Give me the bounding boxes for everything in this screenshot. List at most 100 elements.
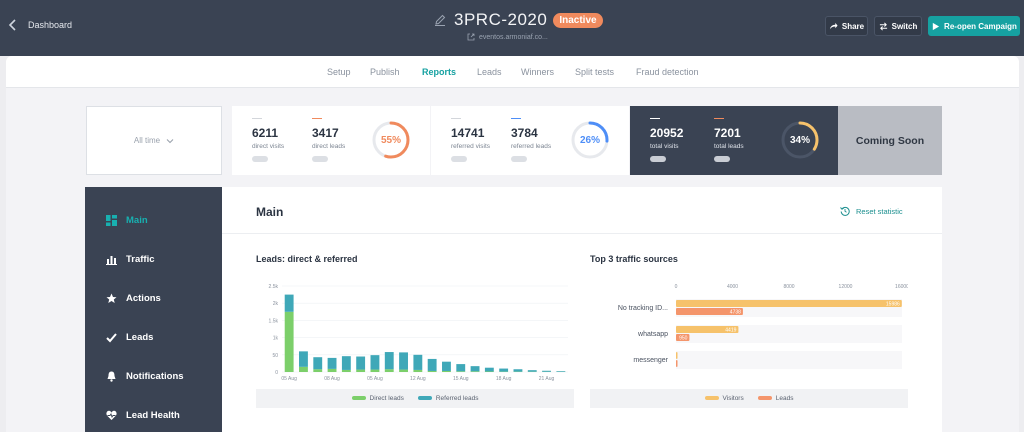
x-tick-label: 8000 (783, 284, 794, 290)
bar-referred-leads (413, 354, 423, 370)
bar-referred-leads (356, 356, 366, 370)
legend-swatch (704, 396, 719, 401)
x-tick-label: 05 Aug (281, 376, 297, 382)
legend-visitors[interactable]: Visitors (704, 395, 744, 402)
tab-reports[interactable]: Reports (422, 67, 457, 77)
content-panel: Setup Publish Reports Leads Winners Spli… (6, 56, 1019, 432)
bar-direct-leads (442, 370, 451, 372)
share-button[interactable]: Share (825, 16, 868, 36)
bar-direct-leads (470, 371, 480, 372)
tab-leads[interactable]: Leads (477, 67, 502, 77)
y-tick-label: 50 (272, 353, 278, 359)
status-badge: Inactive (553, 12, 603, 28)
bar-referred-leads (499, 368, 509, 372)
campaign-header: 3PRC-2020 Inactive (434, 10, 603, 30)
y-tick-label: 1.5k (269, 318, 279, 324)
bar-direct-leads (284, 311, 294, 372)
sidebar-item-lead-health[interactable]: Lead Health (106, 410, 180, 421)
sidebar-item-notifications[interactable]: Notifications (106, 371, 184, 382)
total-percent-ring: 34% (780, 120, 820, 160)
direct-percent-ring: 55% (371, 120, 411, 160)
coming-soon-card: Coming Soon (838, 106, 942, 175)
back-label: Dashboard (28, 20, 73, 30)
divider (222, 233, 942, 234)
pencil-icon[interactable] (434, 14, 446, 26)
share-icon (829, 22, 838, 29)
history-icon (840, 206, 850, 216)
external-link-icon (467, 33, 475, 41)
bar-direct-leads (313, 369, 323, 372)
traffic-sources-chart: 0 4000 8000 12000 16000 No tracking ID... 1598… (590, 282, 908, 392)
bar-direct-leads (356, 369, 366, 372)
bar-direct-leads (384, 369, 394, 372)
data-label: 950 (679, 336, 688, 342)
sidebar-item-label: Traffic (126, 254, 155, 265)
back-to-dashboard[interactable]: Dashboard (6, 18, 72, 32)
bar-referred-leads (542, 370, 551, 372)
bar-referred-leads (313, 357, 323, 370)
direct-visits-label: direct visits (252, 143, 285, 150)
coming-soon-label: Coming Soon (855, 134, 925, 147)
y-tick-label: 2.5k (269, 284, 279, 290)
referred-percent: 26% (579, 134, 600, 146)
sidebar-item-label: Notifications (126, 371, 184, 382)
switch-button[interactable]: Switch (874, 16, 922, 36)
data-label: 15986 (886, 302, 900, 308)
bell-icon (106, 371, 117, 382)
legend-referred-leads[interactable]: Referred leads (417, 395, 478, 402)
bar-leads (676, 334, 690, 341)
direct-stats-card: 6211 direct visits 3417 direct leads 55% (232, 106, 430, 175)
sidebar-item-traffic[interactable]: Traffic (106, 254, 155, 265)
bar-referred-leads (299, 351, 308, 367)
bar-direct-leads (370, 369, 380, 372)
bar-direct-leads (484, 371, 494, 372)
reopen-label: Re-open Campaign (944, 21, 1017, 31)
tab-fraud-detection[interactable]: Fraud detection (636, 67, 699, 77)
sidebar-item-actions[interactable]: Actions (106, 293, 161, 304)
tab-winners[interactable]: Winners (521, 67, 555, 77)
x-tick-label: 08 Aug (324, 376, 340, 382)
sidebar-item-leads[interactable]: Leads (106, 332, 153, 343)
reopen-campaign-button[interactable]: Re-open Campaign (928, 16, 1020, 36)
legend-swatch (757, 396, 772, 401)
referred-visits-label: referred visits (451, 143, 491, 150)
page-title: Main (256, 205, 284, 219)
category-label: whatsapp (637, 331, 668, 338)
leads-chart-legend: Direct leads Referred leads (256, 389, 574, 408)
campaign-url[interactable]: eventos.armoniaf.co... (467, 33, 548, 41)
bar-referred-leads (399, 352, 408, 370)
total-visits-value: 20952 (650, 126, 684, 140)
referred-leads-value: 3784 (511, 126, 538, 140)
legend-leads[interactable]: Leads (757, 395, 793, 402)
period-filter-select[interactable]: All time (86, 106, 222, 175)
legend-direct-leads[interactable]: Direct leads (351, 395, 404, 402)
tab-split-tests[interactable]: Split tests (575, 67, 615, 77)
legend-visitors-label: Visitors (722, 395, 744, 402)
total-percent: 34% (789, 134, 810, 146)
bar-referred-leads (384, 352, 394, 370)
sidebar-item-main[interactable]: Main (106, 215, 148, 226)
bar-chart-icon (106, 254, 117, 265)
top-bar: Dashboard 3PRC-2020 Inactive eventos.arm… (0, 0, 1024, 56)
total-leads-label: total leads (714, 143, 744, 150)
reset-statistic-button[interactable]: Reset statistic (840, 206, 903, 216)
y-tick-label: 2k (273, 301, 279, 307)
campaign-url-text: eventos.armoniaf.co... (479, 33, 548, 41)
total-visits-dash (650, 118, 660, 119)
tab-publish[interactable]: Publish (370, 67, 400, 77)
x-tick-label: 15 Aug (453, 376, 469, 382)
check-icon (106, 332, 117, 343)
category-label: messenger (633, 357, 668, 364)
bar-referred-leads (341, 356, 351, 370)
x-tick-label: 05 Aug (367, 376, 383, 382)
bar-referred-leads (456, 364, 466, 372)
tab-setup[interactable]: Setup (327, 67, 351, 77)
chevron-down-icon (166, 138, 174, 143)
direct-leads-value: 3417 (312, 126, 339, 140)
bar-referred-leads (284, 294, 294, 312)
traffic-chart-title: Top 3 traffic sources (590, 254, 678, 264)
bar-direct-leads (456, 371, 466, 372)
category-label: No tracking ID... (618, 305, 668, 312)
bar-referred-leads (556, 371, 566, 372)
bar-referred-leads (427, 358, 437, 371)
